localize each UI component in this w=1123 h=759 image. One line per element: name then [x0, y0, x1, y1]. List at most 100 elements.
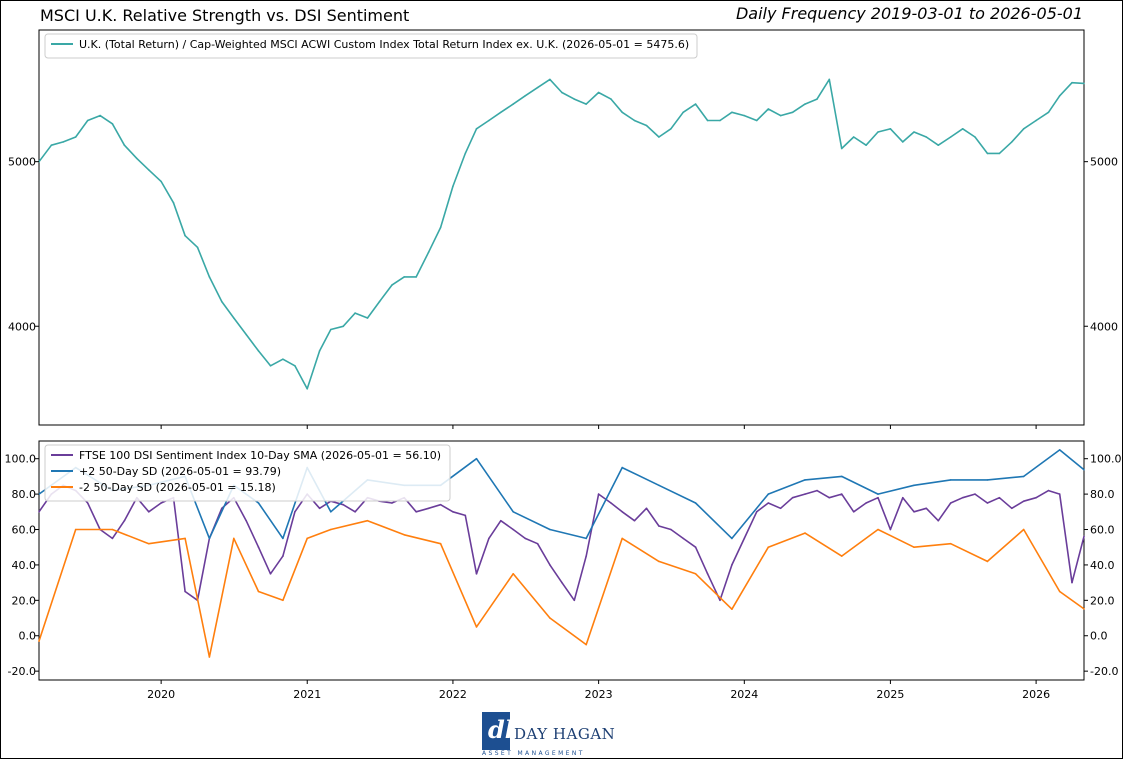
bottom-series-line-1: [38, 449, 1085, 540]
bottom-data-point: [464, 514, 467, 517]
bottom-data-point: [111, 537, 114, 540]
bottom-ytick-label-left: -20.0: [8, 665, 36, 678]
bottom-data-point: [974, 493, 976, 495]
top-data-point: [415, 276, 418, 278]
bottom-data-point: [549, 528, 551, 531]
bottom-data-point: [475, 573, 478, 575]
top-data-point: [160, 180, 162, 183]
bottom-ytick-label-left: 20.0: [12, 594, 37, 607]
top-data-point: [828, 78, 831, 81]
bottom-data-point: [658, 560, 660, 563]
top-data-point: [366, 317, 369, 319]
top-data-point: [62, 141, 65, 143]
top-data-point: [488, 119, 490, 122]
top-series-line-0: [38, 78, 1085, 390]
bottom-data-point: [986, 560, 989, 563]
bottom-data-point: [257, 590, 260, 593]
top-data-point: [427, 251, 430, 253]
top-data-point: [269, 365, 272, 367]
bottom-data-point: [475, 457, 478, 460]
top-data-point: [743, 114, 746, 117]
bottom-data-point: [902, 496, 904, 499]
bottom-data-point: [731, 608, 733, 610]
top-data-point: [573, 98, 576, 100]
top-data-point: [949, 136, 952, 138]
bottom-ytick-label-right: -20.0: [1090, 665, 1118, 678]
bottom-data-point: [148, 511, 150, 513]
top-data-point: [1071, 81, 1073, 84]
bottom-ytick-label-right: 60.0: [1090, 524, 1115, 537]
bottom-data-point: [791, 496, 794, 499]
bottom-data-point: [913, 546, 915, 548]
top-data-point: [974, 136, 976, 138]
top-data-point: [998, 152, 1001, 155]
bottom-data-point: [1083, 535, 1085, 538]
top-data-point: [512, 103, 514, 105]
bottom-data-point: [1035, 496, 1037, 499]
bottom-data-point: [439, 542, 442, 545]
bottom-data-point: [585, 643, 587, 646]
top-data-point: [452, 185, 454, 188]
bottom-data-point: [184, 590, 186, 593]
top-data-point: [1011, 141, 1013, 143]
bottom-data-point: [38, 511, 40, 513]
bottom-data-point: [208, 656, 211, 658]
top-data-point: [804, 103, 806, 105]
bottom-data-point: [1011, 507, 1013, 510]
top-data-point: [172, 202, 175, 204]
bottom-data-point: [986, 479, 989, 481]
bottom-data-point: [573, 599, 576, 602]
top-data-point: [245, 333, 247, 336]
bottom-data-point: [257, 502, 260, 504]
top-data-point: [221, 300, 223, 303]
bottom-data-point: [682, 537, 684, 540]
bottom-data-point: [427, 507, 430, 510]
top-data-point: [354, 312, 356, 314]
bottom-data-point: [889, 528, 892, 531]
bottom-data-point: [74, 528, 77, 531]
top-data-point: [1022, 128, 1025, 130]
bottom-ytick-label-left: 0.0: [19, 630, 37, 643]
bottom-data-point: [342, 503, 345, 506]
top-data-point: [439, 226, 442, 229]
bottom-data-point: [536, 542, 539, 545]
bottom-legend-label-1: +2 50-Day SD (2026-05-01 = 93.79): [79, 465, 281, 478]
bottom-data-point: [561, 581, 563, 584]
bottom-ytick-label-right: 80.0: [1090, 488, 1115, 501]
bottom-data-point: [282, 555, 284, 557]
bottom-ytick-label-right: 0.0: [1090, 630, 1108, 643]
top-data-point: [731, 111, 733, 114]
bottom-data-point: [597, 493, 600, 495]
bottom-ytick-label-right: 20.0: [1090, 594, 1115, 607]
bottom-data-point: [294, 511, 296, 513]
bottom-data-point: [1058, 449, 1061, 451]
bottom-data-point: [512, 528, 514, 531]
top-data-point: [670, 128, 672, 130]
top-ytick-label-left: 5000: [8, 156, 36, 169]
xtick-label: 2022: [439, 688, 467, 701]
bottom-data-point: [731, 564, 733, 566]
bottom-data-point: [670, 528, 672, 531]
bottom-data-point: [415, 511, 418, 513]
top-data-point: [524, 95, 526, 97]
chart-title: MSCI U.K. Relative Strength vs. DSI Sent…: [40, 6, 410, 25]
bottom-data-point: [840, 475, 843, 478]
bottom-data-point: [403, 534, 406, 536]
bottom-data-point: [949, 479, 952, 481]
top-data-point: [986, 152, 989, 155]
bottom-data-point: [1047, 489, 1050, 492]
top-data-point: [597, 91, 600, 94]
bottom-data-point: [1058, 493, 1061, 495]
top-data-point: [961, 128, 964, 130]
bottom-data-point: [160, 502, 162, 504]
top-data-point: [403, 276, 406, 278]
top-ytick-label-left: 4000: [8, 320, 36, 333]
bottom-data-point: [148, 542, 150, 545]
bottom-data-point: [585, 555, 587, 557]
bottom-data-point: [282, 599, 284, 602]
top-data-point: [633, 119, 636, 122]
bottom-data-point: [621, 466, 623, 469]
bottom-ytick-label-right: 100.0: [1090, 453, 1122, 466]
top-data-point: [86, 119, 89, 122]
